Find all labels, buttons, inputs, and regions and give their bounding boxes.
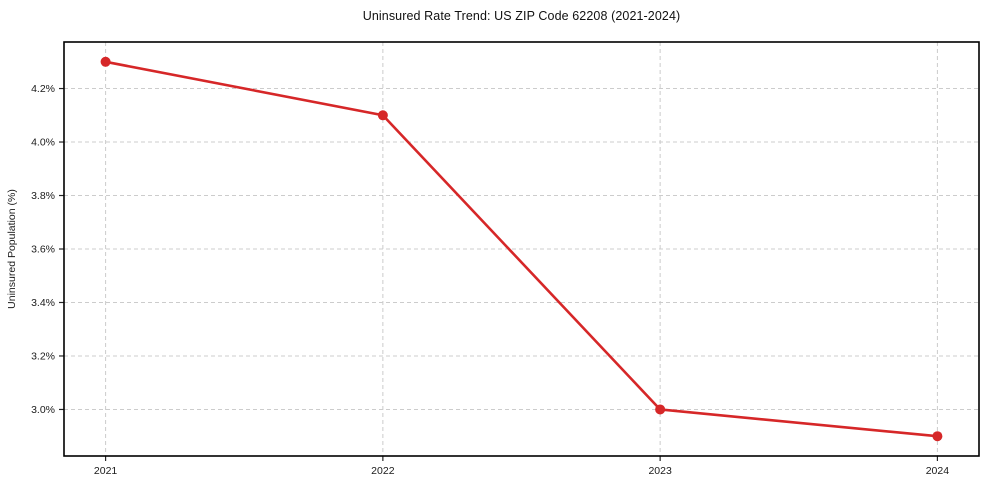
- trend-line: [104, 60, 939, 438]
- x-tick-label: 2022: [371, 465, 395, 477]
- plot-border: [63, 41, 980, 457]
- chart-title: Uninsured Rate Trend: US ZIP Code 62208 …: [362, 9, 681, 23]
- y-tick-label: 3.6%: [31, 244, 55, 256]
- y-axis-label: Uninsured Population (%): [6, 189, 18, 309]
- y-tick-label: 3.2%: [31, 351, 55, 363]
- data-point-marker: [932, 431, 943, 442]
- data-point-marker: [655, 404, 666, 415]
- y-tick-label: 3.8%: [31, 190, 55, 202]
- data-point-marker: [100, 56, 111, 67]
- x-tick-label: 2021: [94, 465, 118, 477]
- x-tick-label: 2023: [648, 465, 672, 477]
- y-tick-label: 4.0%: [31, 137, 55, 149]
- data-point-marker: [377, 110, 388, 121]
- y-tick-label: 3.0%: [31, 404, 55, 416]
- y-tick-label: 4.2%: [31, 83, 55, 95]
- x-tick-label: 2024: [926, 465, 950, 477]
- y-tick-label: 3.4%: [31, 297, 55, 309]
